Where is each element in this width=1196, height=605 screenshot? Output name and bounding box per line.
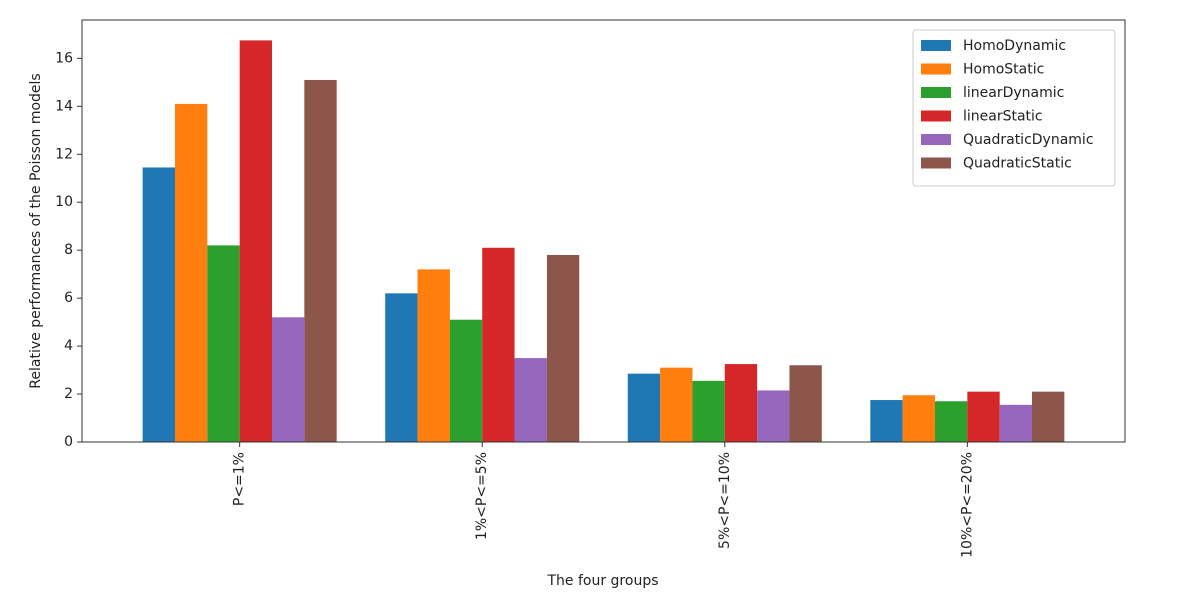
y-tick-label: 12 xyxy=(55,146,73,162)
bar xyxy=(514,358,547,442)
legend-label: HomoStatic xyxy=(963,62,1044,78)
bar xyxy=(482,247,515,442)
bar xyxy=(385,293,418,442)
bar xyxy=(789,365,822,442)
bar xyxy=(449,319,483,442)
bar xyxy=(272,317,305,442)
bar xyxy=(692,380,725,442)
y-tick-label: 2 xyxy=(64,386,73,402)
bar xyxy=(757,390,790,442)
plot-frame xyxy=(81,19,1126,443)
legend-label: linearStatic xyxy=(963,109,1043,125)
legend-swatch xyxy=(921,134,951,145)
bar xyxy=(627,373,661,442)
y-tick-label: 16 xyxy=(55,50,73,66)
bar xyxy=(724,364,758,442)
bar xyxy=(304,79,337,443)
y-tick-label: 6 xyxy=(64,290,73,306)
bar xyxy=(902,395,935,442)
y-tick-label: 14 xyxy=(55,98,73,114)
y-axis-label: Relative performances of the Poisson mod… xyxy=(28,73,44,388)
legend-swatch xyxy=(921,40,951,51)
y-tick-label: 4 xyxy=(64,338,73,354)
legend-swatch xyxy=(921,63,951,75)
bar xyxy=(999,404,1033,442)
legend-label: QuadraticDynamic xyxy=(963,132,1094,148)
bar xyxy=(967,391,1000,442)
bar xyxy=(1032,391,1065,442)
y-tick-label: 0 xyxy=(64,434,73,450)
bar xyxy=(207,245,240,442)
bar xyxy=(239,40,273,443)
bar xyxy=(546,254,580,442)
x-tick-label: 5%<P<=10% xyxy=(717,452,733,549)
legend-swatch xyxy=(921,110,951,122)
y-tick-label: 10 xyxy=(55,194,73,210)
legend-swatch xyxy=(921,157,951,169)
bar xyxy=(870,400,903,442)
bar xyxy=(417,269,450,442)
x-tick-label: P<=1% xyxy=(232,452,248,506)
bar xyxy=(142,167,175,443)
x-tick-label: 10%<P<=20% xyxy=(959,452,975,558)
legend-box xyxy=(912,29,1116,187)
legend-label: HomoDynamic xyxy=(963,38,1066,54)
bar xyxy=(660,367,693,442)
legend-label: QuadraticStatic xyxy=(963,156,1072,172)
legend-swatch xyxy=(921,87,951,98)
x-tick-label: 1%<P<=5% xyxy=(474,452,490,540)
bar xyxy=(174,103,208,442)
y-tick-label: 8 xyxy=(64,242,73,258)
legend-label: linearDynamic xyxy=(963,85,1064,101)
bar xyxy=(934,401,968,442)
x-axis-label: The four groups xyxy=(546,573,658,589)
